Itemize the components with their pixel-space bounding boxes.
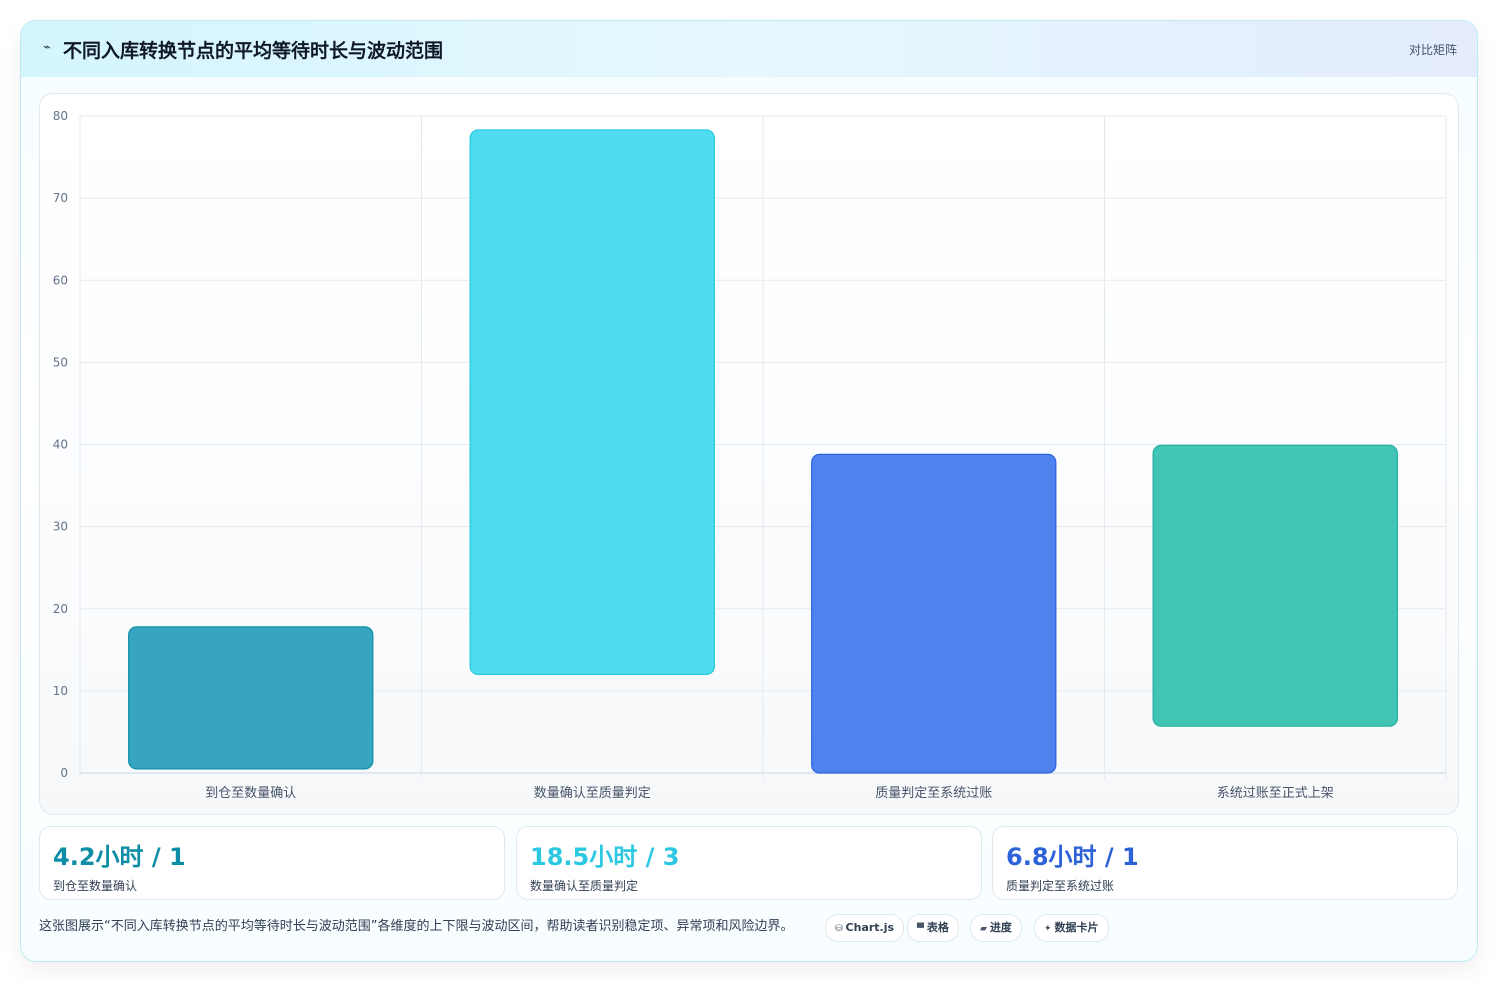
stat-card-2: 18.5小时 / 3 数量确认至质量判定 (516, 826, 982, 900)
header-tag: 对比矩阵 (1408, 43, 1457, 57)
x-tick-label: 到仓至数量确认 (205, 786, 296, 801)
chip-chartjs[interactable]: ⛁ Chart.js (825, 914, 905, 942)
range-bar (469, 129, 715, 676)
table-icon: ▀ (917, 924, 924, 934)
y-tick-label: 30 (53, 520, 68, 534)
card-header: ⌁ 不同入库转换节点的平均等待时长与波动范围 对比矩阵 (21, 21, 1477, 77)
stat-value: 6.8小时 / 1 (1006, 843, 1139, 871)
stat-label: 数量确认至质量判定 (530, 879, 639, 893)
y-tick-label: 50 (53, 355, 68, 369)
range-bar (811, 453, 1057, 774)
sparkle-icon: ✦ (1044, 924, 1052, 934)
chip-label: 进度 (989, 921, 1012, 934)
chart-description: 这张图展示“不同入库转换节点的平均等待时长与波动范围”各维度的上下限与波动区间，… (39, 919, 794, 934)
database-icon: ⛁ (835, 924, 843, 934)
y-tick-label: 10 (53, 684, 68, 698)
chart-title: 不同入库转换节点的平均等待时长与波动范围 (63, 40, 444, 62)
chip-label: 表格 (926, 921, 949, 934)
chip-data-card[interactable]: ✦ 数据卡片 (1034, 914, 1109, 942)
range-bar (1152, 444, 1398, 727)
range-bar-chart: 0 10 20 30 40 50 60 70 80 到仓至数量确认 数量确认至质量判定 质量判定至系统… (53, 109, 1447, 801)
x-tick-label: 质量判定至系统过账 (875, 786, 992, 801)
y-tick-label: 20 (53, 602, 68, 616)
chip-progress[interactable]: ▰ 进度 (970, 914, 1022, 942)
stat-label: 质量判定至系统过账 (1006, 879, 1115, 893)
progress-icon: ▰ (980, 924, 987, 934)
chart-card: ⌁ 不同入库转换节点的平均等待时长与波动范围 对比矩阵 0 10 20 30 40 50 6… (20, 20, 1478, 962)
trend-line-icon: ⌁ (43, 40, 51, 55)
chip-label: Chart.js (845, 921, 895, 934)
stat-label: 到仓至数量确认 (53, 879, 138, 893)
x-tick-label: 数量确认至质量判定 (534, 786, 651, 801)
y-tick-label: 80 (53, 109, 68, 123)
stat-card-3: 6.8小时 / 1 质量判定至系统过账 (992, 826, 1458, 900)
stat-value: 4.2小时 / 1 (53, 843, 186, 871)
x-tick-label: 系统过账至正式上架 (1217, 786, 1334, 801)
y-tick-label: 70 (53, 191, 68, 205)
y-tick-label: 60 (53, 273, 68, 287)
chart-panel: 0 10 20 30 40 50 60 70 80 到仓至数量确认 数量确认至质量判定 质量判定至系统… (39, 93, 1459, 815)
chip-label: 数据卡片 (1054, 921, 1099, 934)
y-tick-label: 40 (53, 438, 68, 452)
stat-value: 18.5小时 / 3 (530, 843, 680, 871)
range-bar (128, 626, 374, 770)
y-tick-label: 0 (60, 766, 68, 780)
chip-table[interactable]: ▀ 表格 (907, 914, 959, 942)
stat-card-1: 4.2小时 / 1 到仓至数量确认 (39, 826, 505, 900)
